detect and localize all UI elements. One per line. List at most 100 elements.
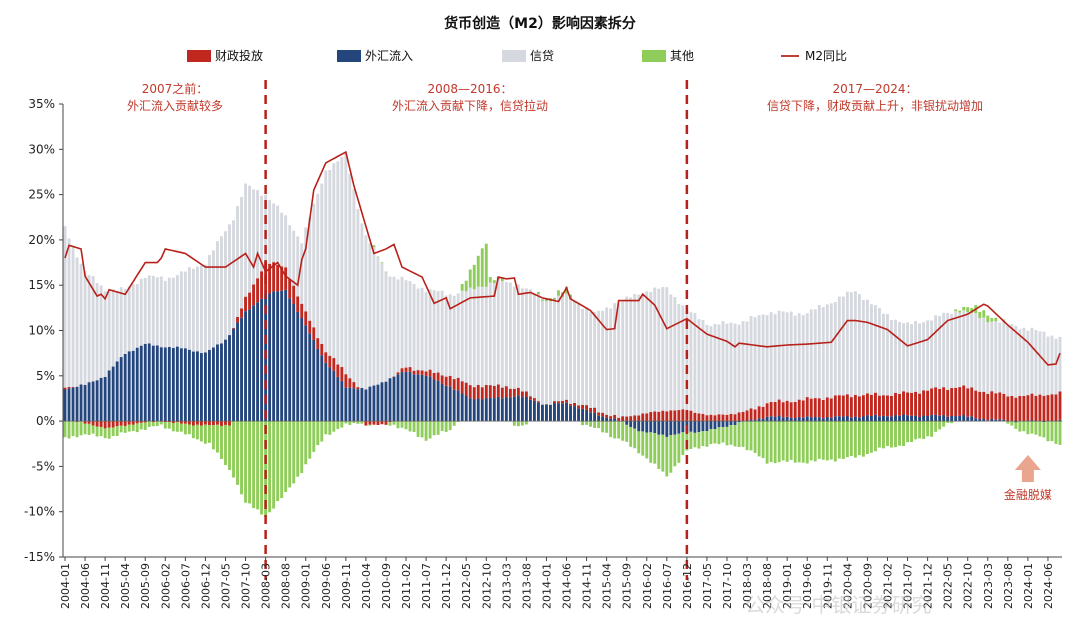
bar-segment bbox=[982, 419, 986, 422]
bar-segment bbox=[882, 395, 885, 416]
bar-segment bbox=[516, 284, 520, 388]
bar-segment bbox=[821, 421, 825, 460]
bar-segment bbox=[292, 285, 296, 304]
bar-segment bbox=[890, 320, 893, 396]
bar-segment bbox=[264, 421, 268, 518]
bar-segment bbox=[512, 421, 516, 426]
bar-segment bbox=[75, 421, 79, 422]
bar-segment bbox=[175, 346, 179, 422]
bar-segment bbox=[986, 322, 990, 394]
bar-segment bbox=[87, 421, 91, 424]
bar-segment bbox=[837, 416, 841, 422]
bar-segment bbox=[272, 262, 276, 292]
bar-segment bbox=[488, 282, 492, 386]
bar-segment bbox=[496, 384, 500, 397]
bar-segment bbox=[508, 397, 512, 422]
bar-segment bbox=[340, 421, 344, 428]
bar-segment bbox=[930, 388, 934, 416]
bar-segment bbox=[1010, 421, 1014, 426]
bar-segment bbox=[757, 418, 761, 422]
legend: 财政投放 外汇流入 信贷 其他 M2同比 bbox=[187, 48, 847, 63]
y-axis: 35% 30% 25% 20% 15% 10% 5% 0% -5% -10% -15% bbox=[24, 97, 64, 564]
bar-segment bbox=[577, 304, 580, 406]
bar-segment bbox=[1030, 419, 1034, 422]
bar-segment bbox=[139, 421, 143, 423]
bar-segment bbox=[220, 425, 223, 459]
bar-segment bbox=[440, 383, 444, 422]
bar-segment bbox=[484, 384, 488, 399]
legend-label: 其他 bbox=[670, 49, 694, 63]
bar-segment bbox=[520, 391, 524, 398]
y-tick-label: -5% bbox=[32, 459, 55, 473]
bar-segment bbox=[757, 315, 761, 407]
bar-segment bbox=[107, 421, 111, 428]
bar-segment bbox=[950, 313, 954, 389]
bar-segment bbox=[946, 416, 950, 422]
bar-segment bbox=[882, 421, 885, 449]
bar-segment bbox=[304, 421, 308, 465]
bar-segment bbox=[874, 305, 877, 393]
bar-segment bbox=[199, 265, 203, 354]
x-tick-label: 2011-02 bbox=[400, 563, 413, 609]
bar-segment bbox=[336, 364, 340, 377]
bar-segment bbox=[741, 421, 745, 447]
bar-segment bbox=[356, 389, 360, 422]
bar-segment bbox=[203, 424, 207, 444]
bar-segment bbox=[717, 427, 721, 445]
x-tick-label: 2023-08 bbox=[1002, 563, 1015, 609]
bar-segment bbox=[617, 417, 621, 422]
bar-segment bbox=[532, 400, 536, 422]
bar-segment bbox=[677, 303, 681, 411]
bar-segment bbox=[183, 421, 187, 424]
legend-swatch bbox=[337, 50, 361, 62]
bar-segment bbox=[492, 283, 496, 386]
bar-segment bbox=[360, 421, 364, 424]
bar-segment bbox=[605, 417, 609, 422]
bar-segment bbox=[63, 226, 67, 388]
bar-segment bbox=[139, 345, 143, 422]
bar-segment bbox=[300, 303, 304, 318]
bar-segment bbox=[99, 377, 103, 422]
bar-segment bbox=[785, 421, 789, 462]
bar-segment bbox=[208, 255, 211, 350]
bar-segment bbox=[753, 420, 757, 422]
bar-segment bbox=[914, 421, 918, 440]
bar-segment bbox=[553, 299, 556, 402]
bar-segment bbox=[532, 398, 536, 401]
bar-segment bbox=[464, 280, 468, 292]
bar-segment bbox=[681, 432, 685, 456]
bar-segment bbox=[769, 312, 773, 403]
bar-segment bbox=[729, 413, 733, 422]
bar-segment bbox=[276, 421, 280, 502]
bar-segment bbox=[769, 416, 773, 422]
bar-segment bbox=[376, 256, 380, 258]
bar-segment bbox=[151, 345, 155, 422]
bar-segment bbox=[304, 227, 308, 312]
bar-segment bbox=[256, 190, 260, 279]
bar-segment bbox=[232, 328, 235, 422]
x-tick-label: 2018-08 bbox=[761, 563, 774, 609]
bar-segment bbox=[224, 231, 227, 340]
bar-segment bbox=[701, 431, 705, 447]
bar-segment bbox=[268, 200, 272, 264]
bar-segment bbox=[753, 317, 757, 410]
bar-segment bbox=[408, 421, 412, 432]
bar-segment bbox=[918, 417, 922, 422]
bar-segment bbox=[942, 421, 946, 427]
bar-segment bbox=[713, 415, 717, 422]
bar-segment bbox=[444, 295, 448, 377]
bar-segment bbox=[757, 421, 761, 457]
bar-segment bbox=[424, 292, 428, 372]
bar-segment bbox=[837, 395, 841, 417]
bar-segment bbox=[565, 399, 568, 403]
bar-segment bbox=[845, 394, 849, 416]
bar-segment bbox=[179, 271, 183, 349]
bar-segment bbox=[986, 393, 990, 421]
bar-segment bbox=[312, 339, 316, 422]
bar-segment bbox=[809, 421, 813, 461]
bar-segment bbox=[268, 263, 272, 294]
bar-segment bbox=[1058, 391, 1062, 420]
bar-segment bbox=[520, 421, 524, 426]
bar-segment bbox=[938, 388, 942, 416]
bar-segment bbox=[516, 421, 520, 427]
